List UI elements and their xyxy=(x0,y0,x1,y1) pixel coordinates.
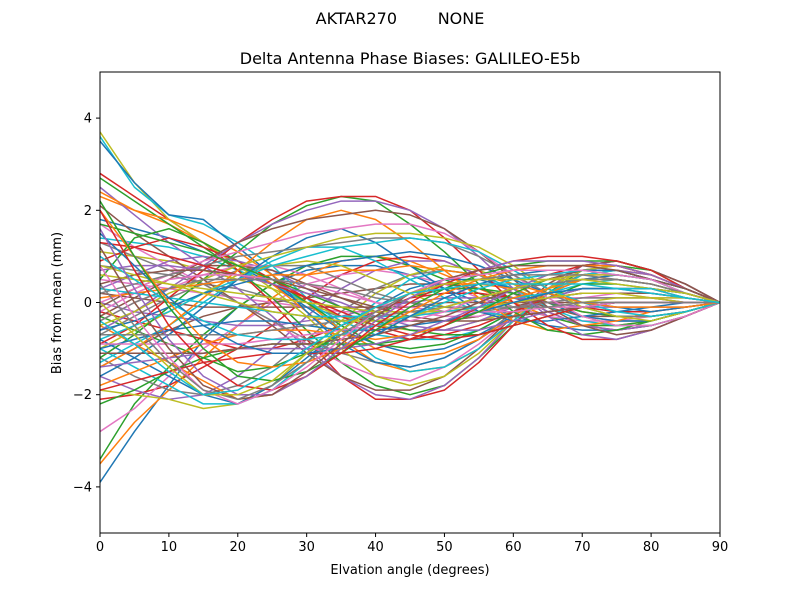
y-tick-label: 2 xyxy=(84,204,92,219)
x-tick-label: 50 xyxy=(436,540,453,555)
series-line-52 xyxy=(100,264,720,308)
series-line-75 xyxy=(100,228,720,396)
y-tick-label: −4 xyxy=(73,480,92,495)
plot-frame xyxy=(99,71,721,534)
series-line-74 xyxy=(100,209,720,391)
x-tick-label: 40 xyxy=(367,540,384,555)
x-tick-label: 70 xyxy=(574,540,591,555)
series-lines xyxy=(100,131,720,483)
x-tick-label: 10 xyxy=(161,540,178,555)
y-tick-label: −2 xyxy=(73,388,92,403)
y-tick-label: 4 xyxy=(84,112,92,127)
series-line-47 xyxy=(100,223,720,327)
x-tick-label: 80 xyxy=(643,540,660,555)
x-tick-label: 30 xyxy=(298,540,315,555)
series-line-42 xyxy=(100,209,720,368)
y-axis-label: Bias from mean (mm) xyxy=(50,232,65,374)
x-tick-label: 0 xyxy=(96,540,104,555)
series-line-80 xyxy=(100,283,720,396)
figure-suptitle: AKTAR270 NONE xyxy=(316,9,485,28)
chart-title: Delta Antenna Phase Biases: GALILEO-E5b xyxy=(240,49,580,68)
x-tick-label: 20 xyxy=(230,540,247,555)
y-tick-label: 0 xyxy=(84,296,92,311)
x-tick-label: 60 xyxy=(505,540,522,555)
x-tick-label: 90 xyxy=(712,540,729,555)
y-axis-ticks: −4 −2 0 2 4 xyxy=(73,112,100,495)
x-axis-ticks: 0 10 20 30 40 50 60 70 80 90 xyxy=(96,533,728,555)
x-axis-label: Elvation angle (degrees) xyxy=(330,563,489,578)
